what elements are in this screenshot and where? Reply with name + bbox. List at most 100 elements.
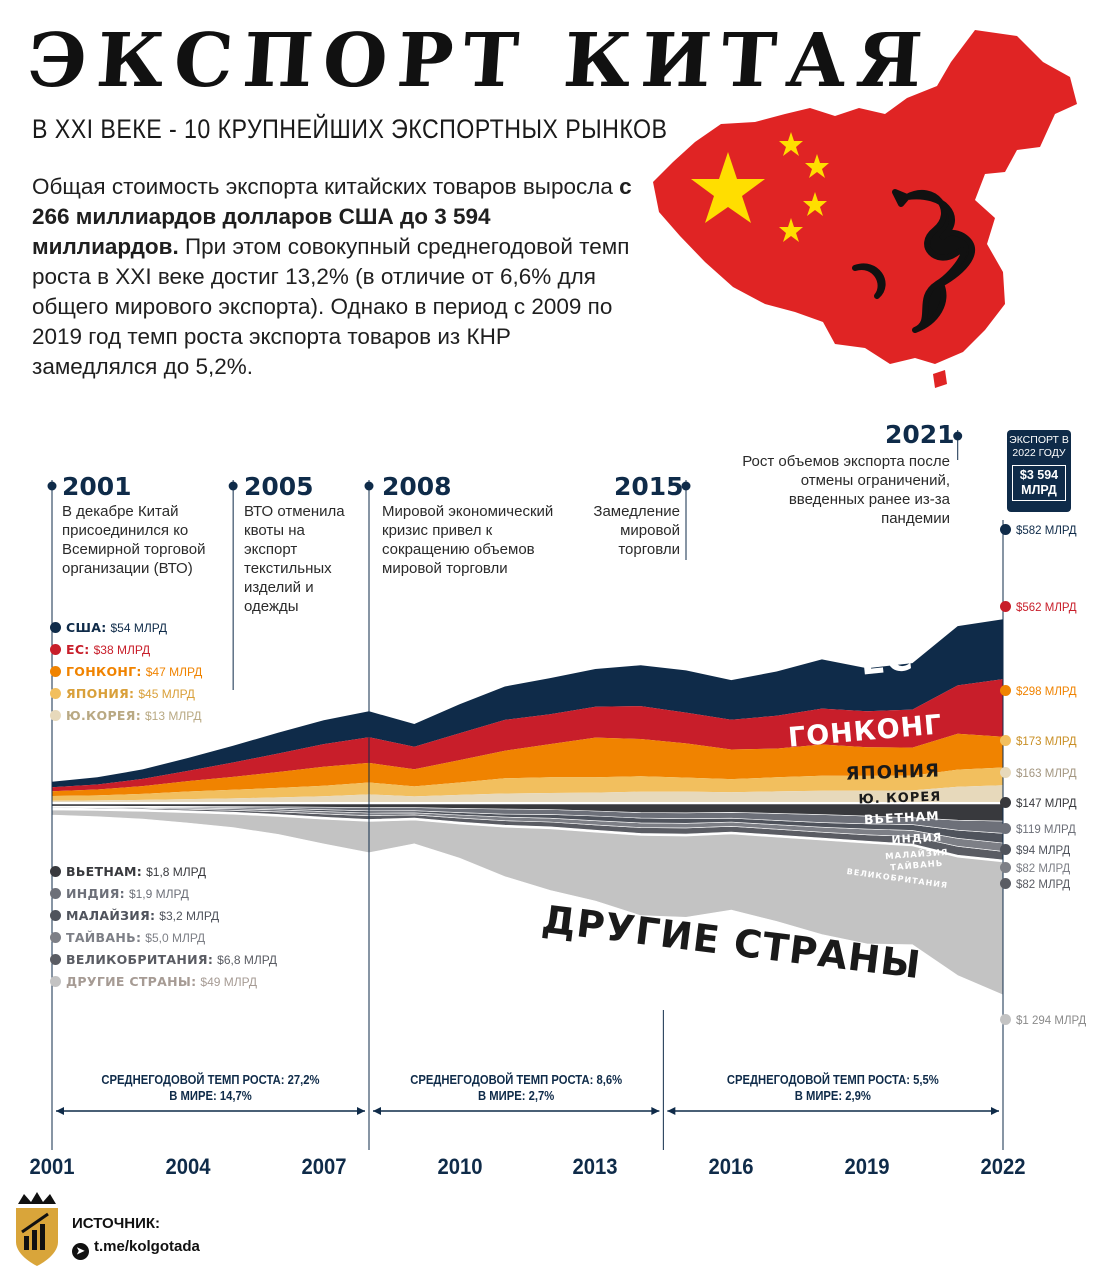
legend-name: Ю.КОРЕЯ: <box>66 708 141 723</box>
event-year-2005: 2005 <box>244 472 314 501</box>
small-star-icon <box>805 154 829 178</box>
event-year-2015: 2015 <box>614 472 684 501</box>
event-marker <box>228 481 238 491</box>
x-tick: 2001 <box>29 1154 75 1179</box>
value-2022-item: $582 МЛРД <box>1000 524 1077 537</box>
area-usa <box>52 619 1003 788</box>
value-2022-text: $163 МЛРД <box>1016 768 1077 780</box>
value-2022-dot <box>1000 1014 1011 1025</box>
legend-value: $38 МЛРД <box>93 643 151 657</box>
value-2022-item: $173 МЛРД <box>1000 735 1077 748</box>
small-star-icon <box>779 218 803 242</box>
value-2022-item: $147 МЛРД <box>1000 797 1077 810</box>
event-year-2008: 2008 <box>382 472 452 501</box>
cagr-text: СРЕДНЕГОДОВОЙ ТЕМП РОСТА: 27,2% В МИРЕ: 1… <box>71 1072 349 1104</box>
value-2022-text: $119 МЛРД <box>1016 824 1076 836</box>
legend-name: ЯПОНИЯ: <box>66 686 135 701</box>
export-2022-box: ЭКСПОРТ В 2022 ГОДУ $3 594 МЛРД <box>1007 430 1071 512</box>
cagr-arrowhead <box>56 1107 64 1115</box>
legend-value: $13 МЛРД <box>145 709 202 723</box>
legend-value: $1,8 МЛРД <box>146 865 206 879</box>
event-text-2001: В декабре Китай присоединился ко Всемирн… <box>62 503 206 577</box>
cagr-line2: В МИРЕ: 2,7% <box>478 1089 555 1103</box>
event-text-2015: Замедление мировой торговли <box>593 503 680 558</box>
value-2022-text: $562 МЛРД <box>1016 602 1077 614</box>
legend-dot <box>50 888 61 899</box>
cagr-line2: В МИРЕ: 14,7% <box>169 1089 252 1103</box>
legend-value: $6,8 МЛРД <box>217 953 278 967</box>
legend-name: МАЛАЙЗИЯ: <box>66 908 156 923</box>
cagr-line1: СРЕДНЕГОДОВОЙ ТЕМП РОСТА: 5,5% <box>727 1073 940 1087</box>
legend-value: $45 МЛРД <box>138 687 195 701</box>
page-subtitle: В XXI ВЕКЕ - 10 КРУПНЕЙШИХ ЭКСПОРТНЫХ РЫ… <box>32 114 668 144</box>
cagr-line2: В МИРЕ: 2,9% <box>795 1089 872 1103</box>
x-tick: 2010 <box>437 1154 483 1179</box>
dragon-icon <box>852 189 976 333</box>
x-tick: 2004 <box>165 1154 211 1179</box>
cagr-line1: СРЕДНЕГОДОВОЙ ТЕМП РОСТА: 8,6% <box>410 1073 623 1087</box>
legend-name: ГОНКОНГ: <box>66 664 142 679</box>
kolgotada-logo-icon <box>16 1192 58 1266</box>
legend-item: МАЛАЙЗИЯ: $3,2 МЛРД <box>50 908 219 923</box>
value-2022-dot <box>1000 524 1011 535</box>
cagr-arrowhead <box>991 1107 999 1115</box>
legend-dot <box>50 622 61 633</box>
x-tick: 2019 <box>844 1154 890 1179</box>
area-label-eu: ЕС <box>858 637 915 683</box>
legend-name: ДРУГИЕ СТРАНЫ: <box>66 974 197 989</box>
value-2022-text: $82 МЛРД <box>1016 879 1071 891</box>
cagr-arrowhead <box>667 1107 676 1115</box>
value-2022-dot <box>1000 797 1011 808</box>
legend-dot <box>50 666 61 677</box>
value-2022-item: $82 МЛРД <box>1000 878 1070 891</box>
china-map-shape <box>653 30 1077 388</box>
legend-dot <box>50 976 61 987</box>
value-2022-dot <box>1000 823 1011 834</box>
legend-dot <box>50 688 61 699</box>
value-2022-text: $173 МЛРД <box>1016 736 1077 748</box>
value-2022-item: $298 МЛРД <box>1000 685 1077 698</box>
value-2022-dot <box>1000 601 1011 612</box>
event-text-2005: ВТО отменила квоты на экспорт текстильны… <box>244 503 345 615</box>
value-2022-dot <box>1000 685 1011 696</box>
event-marker <box>47 481 57 491</box>
small-star-icon <box>803 192 827 216</box>
legend-item: ВЕЛИКОБРИТАНИЯ: $6,8 МЛРД <box>50 952 277 967</box>
area-label-vietnam: ВЬЕТНАМ <box>864 808 940 827</box>
description-bold: с 266 миллиардов долларов США до 3 594 м… <box>32 174 632 259</box>
small-star-icon <box>779 132 803 156</box>
legend-dot <box>50 866 61 877</box>
source-handle: t.me/kolgotada <box>94 1238 200 1255</box>
area-label-usa: США <box>784 557 902 618</box>
source-link[interactable]: ➤ t.me/kolgotada <box>72 1235 200 1260</box>
value-2022-item: $562 МЛРД <box>1000 601 1077 614</box>
value-2022-item: $94 МЛРД <box>1000 844 1070 857</box>
cagr-arrowhead <box>651 1107 660 1115</box>
area-korea <box>52 785 1003 802</box>
telegram-icon: ➤ <box>72 1243 89 1260</box>
description-part-2: При этом совокупный среднегодовой темп р… <box>32 234 630 379</box>
legend-item: ГОНКОНГ: $47 МЛРД <box>50 664 202 679</box>
legend-dot <box>50 910 61 921</box>
value-2022-dot <box>1000 878 1011 889</box>
event-marker <box>953 431 963 441</box>
event-marker <box>681 481 691 491</box>
x-tick: 2007 <box>301 1154 347 1179</box>
legend-dot <box>50 954 61 965</box>
event-text-2008: Мировой экономический кризис привел к со… <box>382 503 554 577</box>
value-2022-item: $163 МЛРД <box>1000 767 1077 780</box>
legend-item: ДРУГИЕ СТРАНЫ: $49 МЛРД <box>50 974 257 989</box>
x-tick: 2016 <box>708 1154 754 1179</box>
area-label-india: ИНДИЯ <box>891 831 943 847</box>
value-2022-dot <box>1000 767 1011 778</box>
value-2022-dot <box>1000 735 1011 746</box>
legend-name: ТАЙВАНЬ: <box>66 930 142 945</box>
value-2022-dot <box>1000 844 1011 855</box>
cagr-arrowhead <box>357 1107 365 1115</box>
event-year-2001: 2001 <box>62 472 132 501</box>
value-2022-item: $119 МЛРД <box>1000 823 1076 836</box>
china-map-icon <box>653 30 1077 388</box>
legend-value: $5,0 МЛРД <box>145 931 206 945</box>
legend-name: США: <box>66 620 107 635</box>
